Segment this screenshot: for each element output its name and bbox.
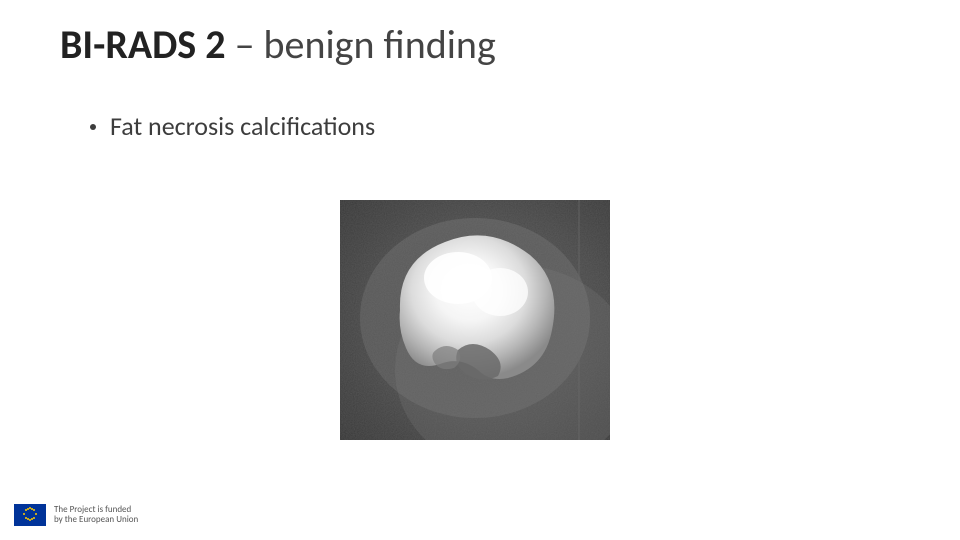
footer: The Project is funded by the European Un… <box>14 504 138 526</box>
title-bold: BI-RADS 2 <box>60 20 226 69</box>
list-item: Fat necrosis calcifications <box>90 110 375 142</box>
eu-flag-icon <box>14 504 46 526</box>
title-rest: – benign finding <box>226 20 496 69</box>
slide-title: BI-RADS 2 – benign finding <box>60 22 496 68</box>
medical-image <box>340 200 610 440</box>
footer-line-2: by the European Union <box>54 515 138 525</box>
footer-text: The Project is funded by the European Un… <box>54 505 138 526</box>
slide: BI-RADS 2 – benign finding Fat necrosis … <box>0 0 960 540</box>
mammogram-svg <box>340 200 610 440</box>
bullet-text: Fat necrosis calcifications <box>110 110 375 142</box>
bullet-list: Fat necrosis calcifications <box>90 110 375 142</box>
bullet-dot-icon <box>90 124 96 130</box>
